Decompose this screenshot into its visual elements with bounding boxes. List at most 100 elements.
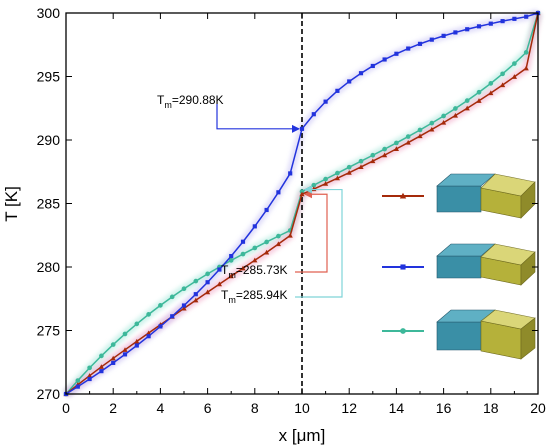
data-point-square [158,324,163,329]
data-point-triangle [399,192,407,199]
data-point-triangle [346,170,352,175]
y-axis-ticks: 270 275 280 285 290 295 300 [37,5,538,402]
data-point-circle [441,113,446,119]
axes: 0 2 4 6 8 10 12 14 16 18 20 270275280285290295300 … [2,5,546,445]
data-point-triangle [193,297,199,303]
data-point-square [229,253,234,259]
data-point-square [476,24,482,29]
data-point-triangle [500,82,506,88]
data-point-triangle [476,98,482,103]
x-tick-label: 12 [341,400,357,416]
x-axis-ticks: 0 2 4 6 8 10 12 14 16 18 20 [62,13,546,416]
y-tick-label: 275 [37,323,61,339]
x-tick-label: 16 [436,400,452,416]
data-point-triangle [299,191,305,197]
data-point-square [335,88,340,93]
data-point-circle [400,328,406,334]
data-point-square [370,63,375,69]
data-point-square [134,343,139,348]
data-point-square [512,16,517,21]
data-point-triangle [523,65,529,71]
tm-annotation-label: Tm=290.88K [157,93,224,110]
data-point-square [394,51,399,56]
data-point-circle [146,312,151,317]
x-axis-title: x [μm] [279,426,326,445]
data-point-square [75,384,80,389]
data-point-circle [299,189,305,194]
data-point-circle [417,127,423,133]
legend-entry [382,328,424,334]
data-point-circle [382,146,387,152]
data-point-square [358,71,364,76]
data-point-circle [228,258,234,263]
data-point-triangle [134,338,140,344]
data-point-square [311,112,316,117]
data-point-triangle [323,181,329,186]
series-layer [63,10,541,397]
x-tick-label: 10 [294,400,310,416]
data-point-triangle [275,241,281,247]
series-circle [63,10,541,397]
data-point-circle [358,158,364,164]
data-point-triangle [452,112,458,118]
tm-annotation-label: Tm=285.73K [221,263,288,280]
legend-entry [382,192,424,199]
data-point-square [87,376,92,382]
data-point-circle [512,61,517,66]
data-point-circle [523,50,529,55]
data-point-square [111,360,116,365]
annotation-layer: Tm=290.88K Tm=285.73K Tm=285.94K [157,93,343,305]
callout-arrowhead [292,124,300,133]
data-point-square [382,57,387,62]
data-point-circle [264,239,269,245]
callout-arrowhead [304,185,312,194]
data-point-square [453,30,458,35]
data-point-triangle [429,126,435,132]
data-point-circle [323,176,328,182]
y-tick-label: 270 [37,386,61,402]
data-point-circle [99,353,104,359]
data-point-triangle [181,305,187,311]
data-point-square [429,37,434,42]
y-axis-title: T [K] [2,186,21,222]
data-point-triangle [264,249,270,255]
data-point-square [217,267,222,272]
data-point-square [524,14,529,19]
data-point-square [299,126,305,131]
y-tick-label: 300 [37,5,61,21]
data-point-circle [158,303,163,308]
x-tick-label: 14 [389,400,405,416]
narrowing-block-icon [436,173,536,219]
data-point-square [323,99,328,104]
data-point-circle [394,140,399,146]
x-tick-label: 4 [157,400,165,416]
data-point-square [240,239,246,244]
y-tick-label: 295 [37,69,61,85]
data-point-circle [110,342,116,347]
data-point-circle [476,89,482,95]
data-point-circle [311,182,317,188]
data-point-circle [252,245,258,251]
data-point-triangle [205,289,211,295]
data-point-circle [488,81,494,86]
data-point-square [193,292,198,297]
data-point-circle [500,71,505,77]
data-point-square [276,190,281,195]
data-point-circle [276,233,281,239]
x-tick-label: 2 [109,400,117,416]
data-point-triangle [287,232,293,238]
data-point-square [288,171,293,176]
data-point-square [488,21,493,26]
y-tick-label: 290 [37,132,61,148]
widening-block-icon [436,309,536,360]
data-point-circle [453,106,458,111]
data-point-circle [205,271,210,277]
y-tick-label: 280 [37,259,61,275]
data-point-square [400,264,406,270]
data-point-square [99,369,104,374]
data-point-triangle [382,152,388,158]
x-tick-label: 0 [62,400,70,416]
data-point-square [465,27,470,32]
data-point-triangle [334,175,340,181]
data-point-triangle [441,120,447,125]
